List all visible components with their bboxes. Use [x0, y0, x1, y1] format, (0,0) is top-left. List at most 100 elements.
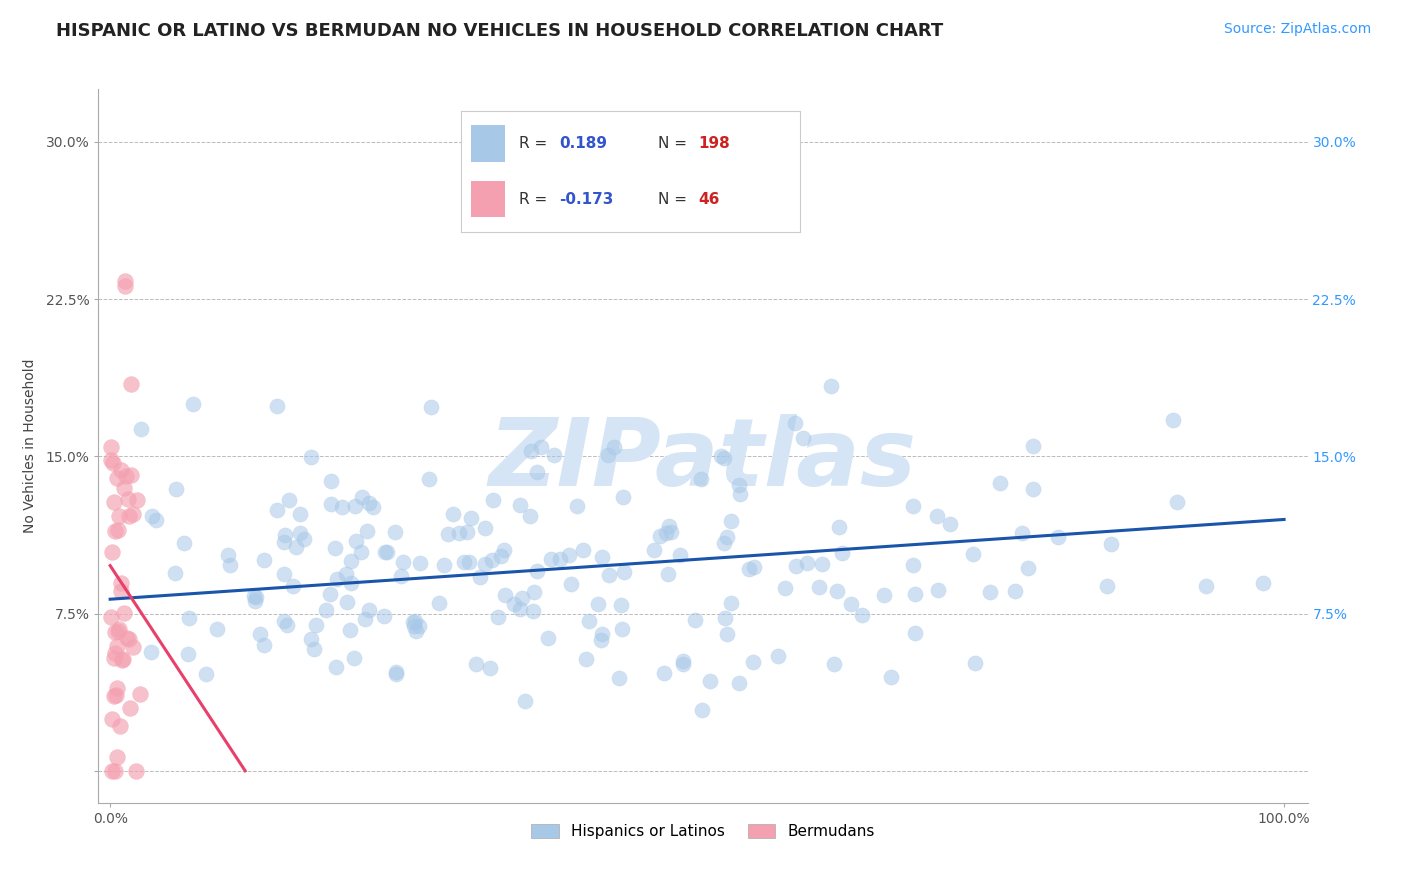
Point [249, 627, 271, 641]
Point [669, 549, 692, 563]
Point [851, 608, 873, 623]
Point [373, 608, 395, 623]
Point [526, 465, 548, 479]
Point [773, 581, 796, 595]
Legend: Hispanics or Latinos, Bermudans: Hispanics or Latinos, Bermudans [524, 818, 882, 845]
Point [103, 650, 125, 665]
Point [574, 652, 596, 666]
Point [741, 655, 763, 669]
Point [336, 594, 359, 608]
Point [904, 587, 927, 601]
Point [820, 379, 842, 393]
Point [114, 279, 136, 293]
Point [465, 657, 488, 671]
Point [540, 552, 562, 566]
Point [716, 530, 738, 544]
Point [1195, 579, 1218, 593]
Point [277, 493, 299, 508]
Point [122, 507, 145, 521]
Point [129, 422, 152, 436]
Point [253, 553, 276, 567]
Point [690, 472, 713, 486]
Point [1017, 561, 1039, 575]
Point [603, 440, 626, 454]
Point [288, 526, 311, 541]
Point [988, 476, 1011, 491]
Point [105, 681, 128, 696]
Point [110, 583, 132, 598]
Point [100, 440, 122, 454]
Point [591, 627, 613, 641]
Point [672, 657, 695, 672]
Point [385, 665, 408, 679]
Point [927, 508, 949, 523]
Point [207, 623, 229, 637]
Point [118, 632, 141, 646]
Point [330, 500, 353, 515]
Point [145, 513, 167, 527]
Point [486, 609, 509, 624]
Point [274, 528, 297, 542]
Point [578, 614, 600, 628]
Point [344, 534, 367, 549]
Point [276, 618, 298, 632]
Point [177, 611, 200, 625]
Point [714, 610, 737, 624]
Point [112, 606, 135, 620]
Point [927, 582, 949, 597]
Point [273, 567, 295, 582]
Point [965, 656, 987, 670]
Point [181, 397, 204, 411]
Point [474, 520, 496, 534]
Point [699, 673, 721, 688]
Point [292, 532, 315, 546]
Point [374, 545, 396, 559]
Point [710, 449, 733, 463]
Point [785, 558, 807, 573]
Point [427, 596, 450, 610]
Point [690, 703, 713, 717]
Point [359, 496, 381, 510]
Point [683, 613, 706, 627]
Point [456, 525, 478, 540]
Point [375, 545, 398, 559]
Point [418, 472, 440, 486]
Point [591, 550, 613, 565]
Point [122, 640, 145, 654]
Point [108, 719, 131, 733]
Point [284, 540, 307, 554]
Point [437, 527, 460, 541]
Point [713, 535, 735, 549]
Point [1047, 530, 1070, 544]
Point [319, 474, 342, 488]
Point [107, 749, 129, 764]
Point [522, 604, 544, 618]
Point [482, 492, 505, 507]
Point [384, 666, 406, 681]
Point [596, 448, 619, 462]
Point [828, 519, 851, 533]
Point [1022, 482, 1045, 496]
Point [474, 558, 496, 572]
Point [1161, 412, 1184, 426]
Text: HISPANIC OR LATINO VS BERMUDAN NO VEHICLES IN HOUSEHOLD CORRELATION CHART: HISPANIC OR LATINO VS BERMUDAN NO VEHICL… [56, 22, 943, 40]
Point [481, 553, 503, 567]
Point [103, 690, 125, 704]
Point [323, 541, 346, 555]
Point [120, 377, 142, 392]
Point [447, 526, 470, 541]
Point [114, 274, 136, 288]
Point [107, 508, 129, 523]
Point [610, 622, 633, 636]
Point [720, 514, 742, 528]
Point [217, 548, 239, 562]
Point [352, 490, 374, 504]
Point [807, 580, 830, 594]
Point [672, 654, 695, 668]
Point [792, 431, 814, 445]
Point [245, 594, 267, 608]
Point [104, 646, 127, 660]
Point [509, 498, 531, 512]
Point [125, 764, 148, 779]
Point [509, 602, 531, 616]
